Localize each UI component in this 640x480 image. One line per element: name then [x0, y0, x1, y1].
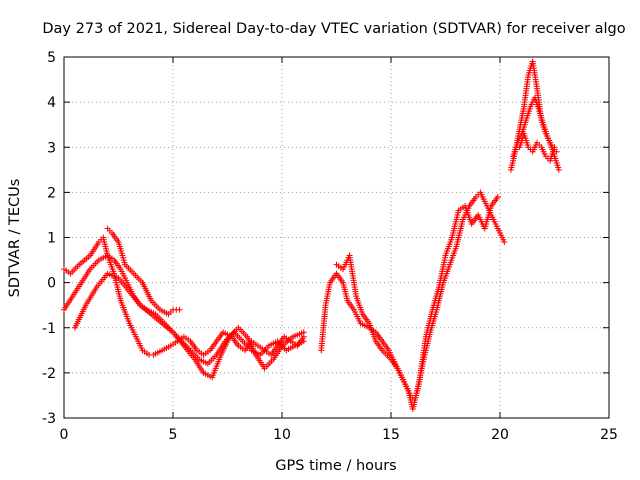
axis-ticks: 0 5 10 15 20 25 -3 -2 -1 0 1 2 3 4 5	[42, 50, 618, 443]
data-points	[61, 58, 562, 412]
data-point	[300, 338, 307, 345]
x-tick-label: 10	[273, 427, 291, 443]
y-tick-label: 1	[47, 231, 56, 247]
data-point	[551, 144, 558, 151]
y-tick-label: 4	[47, 95, 56, 111]
x-tick-label: 0	[60, 427, 69, 443]
y-tick-label: 0	[47, 276, 56, 292]
grid	[64, 57, 609, 418]
data-point	[555, 166, 562, 173]
y-tick-label: -2	[42, 366, 56, 382]
x-tick-label: 15	[382, 427, 400, 443]
y-tick-label: 5	[47, 50, 56, 66]
y-tick-label: -1	[42, 321, 56, 337]
x-tick-label: 20	[491, 427, 509, 443]
data-point	[501, 239, 508, 246]
data-point	[300, 329, 307, 336]
y-axis-label: SDTVAR / TECUs	[7, 179, 23, 298]
x-tick-label: 5	[169, 427, 178, 443]
y-tick-label: 3	[47, 140, 56, 156]
x-axis-label: GPS time / hours	[275, 458, 396, 474]
data-point	[494, 193, 501, 200]
data-point	[176, 306, 183, 313]
chart-title: Day 273 of 2021, Sidereal Day-to-day VTE…	[42, 21, 625, 37]
y-tick-label: -3	[42, 411, 56, 427]
x-tick-label: 25	[600, 427, 618, 443]
y-tick-label: 2	[47, 185, 56, 201]
